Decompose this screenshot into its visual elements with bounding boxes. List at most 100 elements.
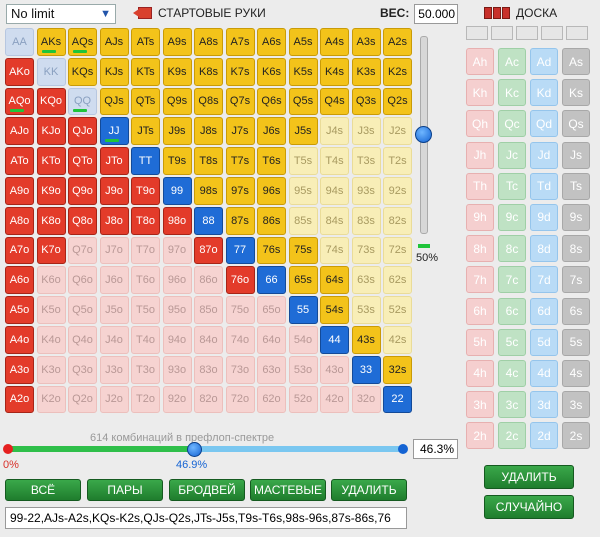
hand-cell-ATs[interactable]: ATs <box>131 28 160 56</box>
hand-cell-64s[interactable]: 64s <box>320 266 349 295</box>
hand-cell-J3o[interactable]: J3o <box>99 355 129 384</box>
range-percent-input[interactable]: 46.3% <box>413 439 458 459</box>
card-Kd[interactable]: Kd <box>530 79 558 107</box>
hand-cell-T3o[interactable]: T3o <box>131 355 160 384</box>
range-text-field[interactable]: 99-22,AJs-A2s,KQs-K2s,QJs-Q2s,JTs-J5s,T9… <box>5 507 407 529</box>
card-5s[interactable]: 5s <box>562 328 590 356</box>
hand-cell-92s[interactable]: 92s <box>383 176 412 205</box>
hand-cell-A5o[interactable]: A5o <box>5 296 34 324</box>
hand-cell-Q7s[interactable]: Q7s <box>225 87 255 116</box>
hand-cell-Q2o[interactable]: Q2o <box>68 385 97 414</box>
card-4h[interactable]: 4h <box>466 359 494 387</box>
hand-cell-65o[interactable]: 65o <box>257 296 286 324</box>
card-Qs[interactable]: Qs <box>562 110 590 138</box>
hand-cell-97s[interactable]: 97s <box>225 176 255 205</box>
hand-cell-K2o[interactable]: K2o <box>36 385 66 414</box>
card-3h[interactable]: 3h <box>466 391 494 419</box>
card-9c[interactable]: 9c <box>498 203 526 231</box>
hand-cell-42o[interactable]: 42o <box>320 385 349 414</box>
hand-cell-76s[interactable]: 76s <box>257 236 286 265</box>
hand-cell-43o[interactable]: 43o <box>320 355 349 384</box>
card-Jc[interactable]: Jc <box>498 141 526 169</box>
hand-cell-75s[interactable]: 75s <box>288 236 318 265</box>
card-As[interactable]: As <box>562 48 590 75</box>
hand-cell-A7o[interactable]: A7o <box>5 236 34 265</box>
card-Ah[interactable]: Ah <box>466 48 494 75</box>
card-2s[interactable]: 2s <box>562 422 590 450</box>
hand-cell-ATo[interactable]: ATo <box>5 147 34 175</box>
hand-cell-A4s[interactable]: A4s <box>320 28 349 56</box>
hand-cell-Q5o[interactable]: Q5o <box>68 296 97 324</box>
hand-cell-J5o[interactable]: J5o <box>99 296 129 324</box>
board-card-slot[interactable] <box>566 26 588 40</box>
hand-cell-K8s[interactable]: K8s <box>194 57 223 86</box>
board-card-slot[interactable] <box>541 26 563 40</box>
hand-cell-AQo[interactable]: AQo <box>5 87 34 116</box>
card-6c[interactable]: 6c <box>498 297 526 325</box>
hand-cell-54o[interactable]: 54o <box>288 325 318 354</box>
hand-cell-62s[interactable]: 62s <box>383 266 412 295</box>
hand-cell-83o[interactable]: 83o <box>194 355 223 384</box>
hand-cell-43s[interactable]: 43s <box>351 325 381 354</box>
hand-cell-A6o[interactable]: A6o <box>5 266 34 295</box>
hand-cell-75o[interactable]: 75o <box>225 296 255 324</box>
limit-select[interactable]: No limit ▼ <box>6 4 116 24</box>
hand-cell-94s[interactable]: 94s <box>320 176 349 205</box>
hand-cell-33[interactable]: 33 <box>351 355 381 384</box>
hand-cell-T2o[interactable]: T2o <box>131 385 160 414</box>
hand-cell-97o[interactable]: 97o <box>162 236 192 265</box>
hand-cell-A2s[interactable]: A2s <box>383 28 412 56</box>
hand-cell-QQ[interactable]: QQ <box>68 87 97 116</box>
hand-cell-T4s[interactable]: T4s <box>320 147 349 175</box>
hand-cell-Q8o[interactable]: Q8o <box>68 206 97 235</box>
card-Kh[interactable]: Kh <box>466 79 494 107</box>
hand-cell-J2s[interactable]: J2s <box>383 117 412 146</box>
range-slider-end-handle[interactable] <box>398 444 408 454</box>
hand-cell-AKo[interactable]: AKo <box>5 57 34 86</box>
hand-cell-K4o[interactable]: K4o <box>36 325 66 354</box>
hand-cell-KK[interactable]: KK <box>36 57 66 86</box>
board-delete-button[interactable]: УДАЛИТЬ <box>484 465 574 489</box>
hand-cell-72s[interactable]: 72s <box>383 236 412 265</box>
hand-cell-T4o[interactable]: T4o <box>131 325 160 354</box>
card-2d[interactable]: 2d <box>530 422 558 450</box>
card-5d[interactable]: 5d <box>530 328 558 356</box>
card-Td[interactable]: Td <box>530 172 558 200</box>
hand-cell-J4s[interactable]: J4s <box>320 117 349 146</box>
hand-cell-98s[interactable]: 98s <box>194 176 223 205</box>
hand-cell-83s[interactable]: 83s <box>351 206 381 235</box>
hand-cell-84s[interactable]: 84s <box>320 206 349 235</box>
pairs-button[interactable]: ПАРЫ <box>87 479 163 501</box>
board-random-button[interactable]: СЛУЧАЙНО <box>484 495 574 519</box>
hand-cell-Q4s[interactable]: Q4s <box>320 87 349 116</box>
hand-cell-92o[interactable]: 92o <box>162 385 192 414</box>
hand-cell-KQo[interactable]: KQo <box>36 87 66 116</box>
hand-cell-A3s[interactable]: A3s <box>351 28 381 56</box>
hand-cell-J8s[interactable]: J8s <box>194 117 223 146</box>
hand-cell-KJs[interactable]: KJs <box>99 57 129 86</box>
select-all-button[interactable]: ВСЁ <box>5 479 81 501</box>
hand-cell-A5s[interactable]: A5s <box>288 28 318 56</box>
hand-cell-87o[interactable]: 87o <box>194 236 223 265</box>
hand-cell-J9s[interactable]: J9s <box>162 117 192 146</box>
card-3d[interactable]: 3d <box>530 391 558 419</box>
hand-cell-84o[interactable]: 84o <box>194 325 223 354</box>
hand-cell-T7s[interactable]: T7s <box>225 147 255 175</box>
hand-cell-Q7o[interactable]: Q7o <box>68 236 97 265</box>
hand-cell-QTs[interactable]: QTs <box>131 87 160 116</box>
hand-cell-J6o[interactable]: J6o <box>99 266 129 295</box>
hand-cell-Q9s[interactable]: Q9s <box>162 87 192 116</box>
hand-cell-32o[interactable]: 32o <box>351 385 381 414</box>
hand-cell-65s[interactable]: 65s <box>288 266 318 295</box>
hand-cell-Q6s[interactable]: Q6s <box>257 87 286 116</box>
hand-cell-AQs[interactable]: AQs <box>68 28 97 56</box>
suited-button[interactable]: МАСТЕВЫЕ <box>250 479 326 501</box>
hand-cell-TT[interactable]: TT <box>131 147 160 175</box>
hand-cell-99[interactable]: 99 <box>162 176 192 205</box>
hand-cell-J2o[interactable]: J2o <box>99 385 129 414</box>
hand-cell-87s[interactable]: 87s <box>225 206 255 235</box>
hand-cell-T3s[interactable]: T3s <box>351 147 381 175</box>
hand-cell-T2s[interactable]: T2s <box>383 147 412 175</box>
board-card-slot[interactable] <box>466 26 488 40</box>
hand-cell-63o[interactable]: 63o <box>257 355 286 384</box>
